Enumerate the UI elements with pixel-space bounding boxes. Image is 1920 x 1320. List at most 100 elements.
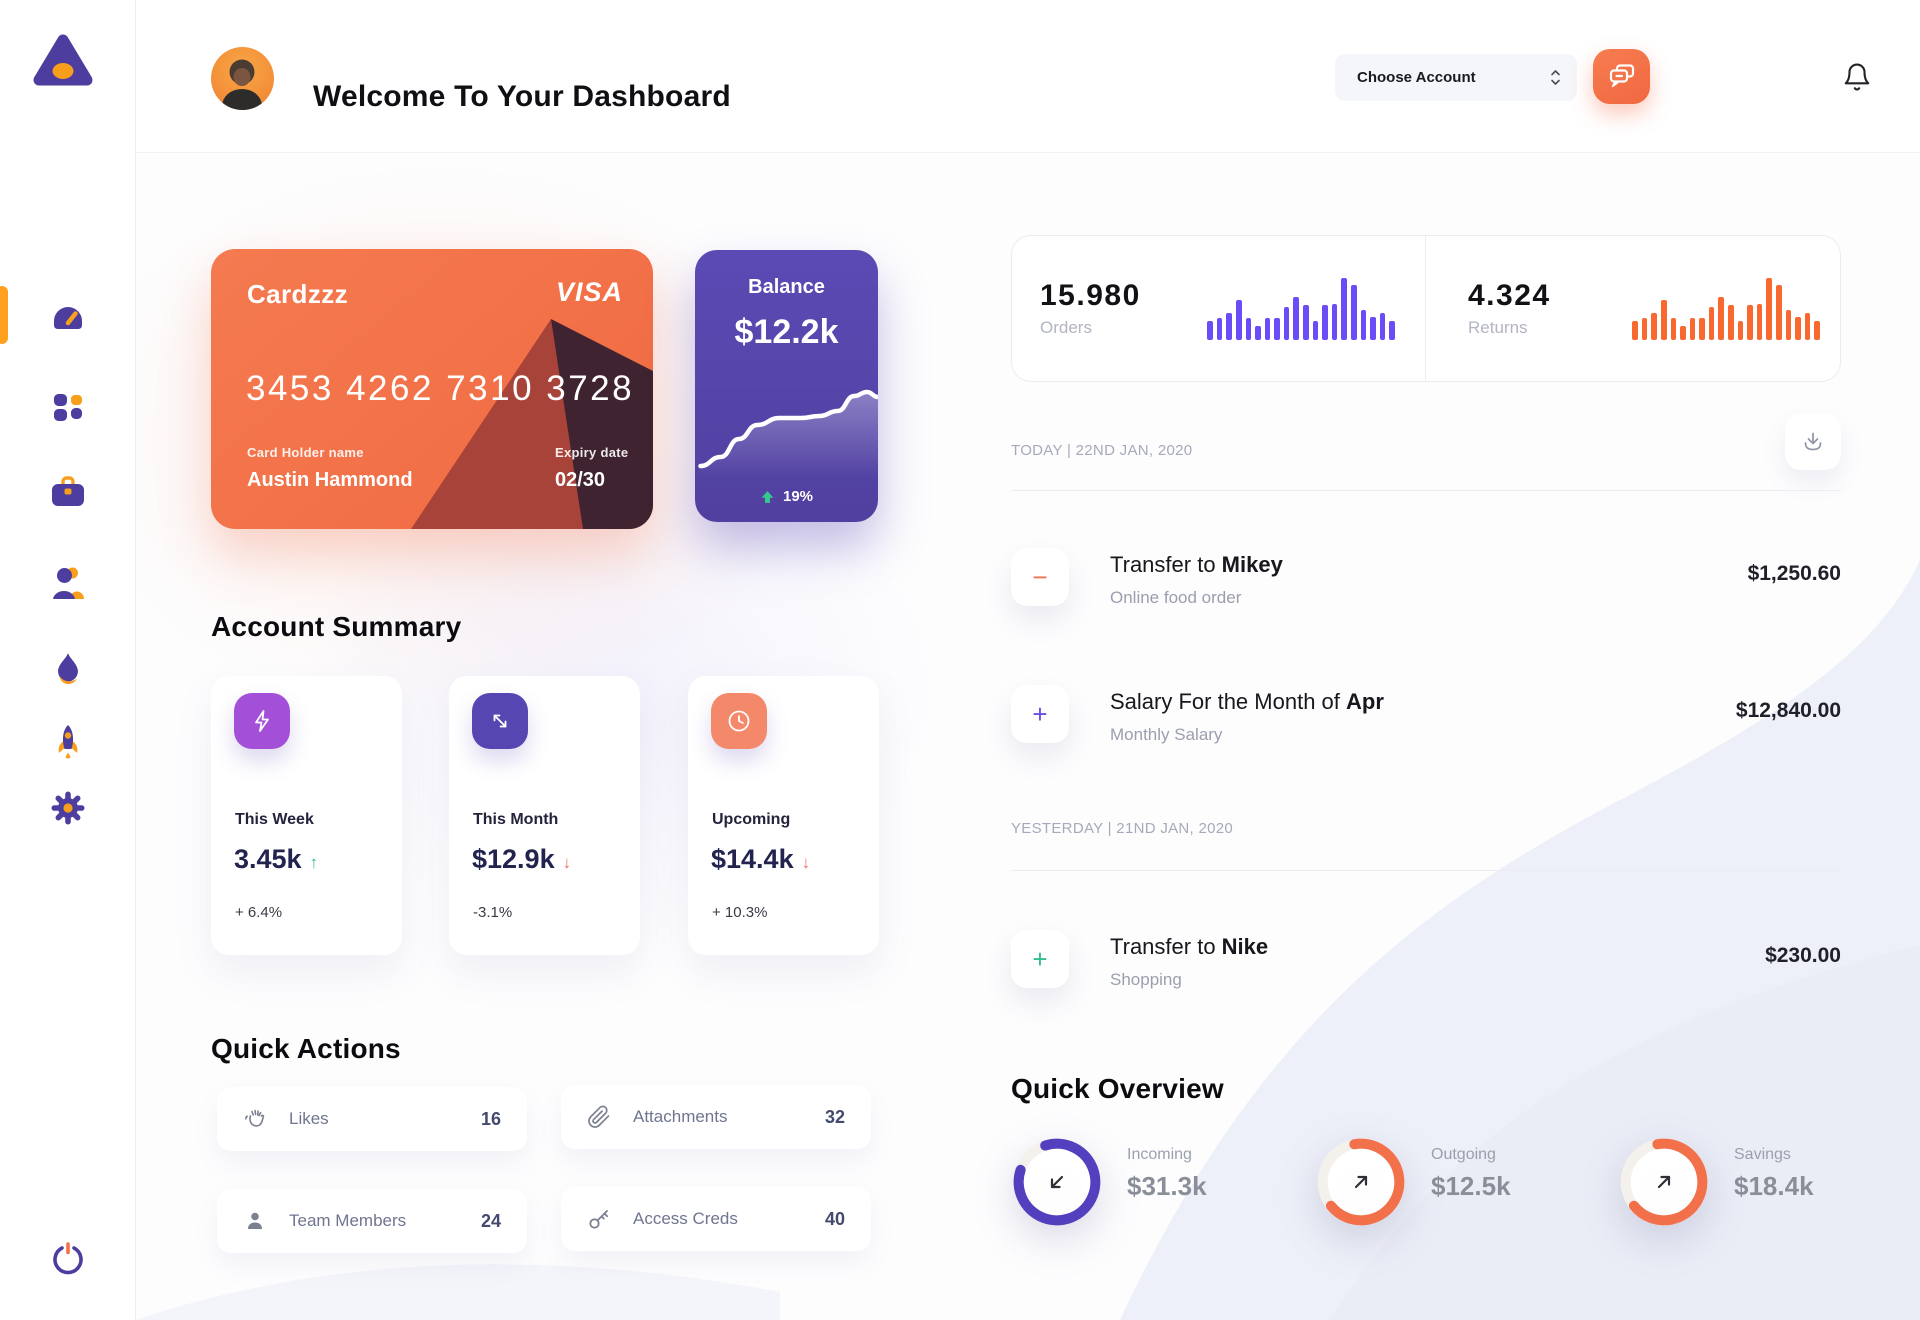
- user-avatar[interactable]: [211, 47, 274, 110]
- sidebar-item-contacts[interactable]: [46, 560, 90, 604]
- speedometer-icon: [54, 307, 82, 329]
- summary-label: This Week: [235, 811, 314, 828]
- summary-percent: + 10.3%: [712, 904, 768, 921]
- overview-value: $18.4k: [1734, 1171, 1814, 1201]
- quick-action-likes[interactable]: Likes 16: [217, 1087, 527, 1151]
- summary-icon-tile: [711, 693, 767, 749]
- diagonal-arrows-icon: [493, 714, 507, 728]
- sidebar-item-work[interactable]: [46, 470, 90, 514]
- transaction-amount: $230.00: [1765, 944, 1841, 967]
- sidebar-item-dashboard[interactable]: [46, 294, 90, 338]
- quick-actions-title: Quick Actions: [211, 1033, 401, 1065]
- quick-action-access-creds[interactable]: Access Creds 40: [561, 1187, 871, 1251]
- gear-icon: [51, 791, 85, 825]
- overview-value: $31.3k: [1127, 1171, 1207, 1201]
- incoming-ring-chart: [1011, 1136, 1103, 1228]
- minus-icon: −: [1011, 548, 1069, 606]
- transaction-row-salary[interactable]: + Salary For the Month of Apr Monthly Sa…: [1011, 685, 1841, 747]
- lightning-icon: [255, 710, 269, 732]
- summary-card-this-month[interactable]: This Month $12.9k ↓ -3.1%: [449, 676, 640, 955]
- overview-outgoing: Outgoing $12.5k: [1315, 1136, 1511, 1228]
- messages-button[interactable]: [1593, 49, 1650, 104]
- summary-percent: + 6.4%: [235, 904, 283, 921]
- avatar-image: [222, 59, 262, 110]
- card-pyramid-decor: [411, 319, 653, 529]
- balance-change: 19%: [695, 488, 878, 505]
- transaction-title: Transfer to Nike: [1110, 934, 1269, 959]
- key-icon: [589, 1210, 609, 1229]
- quick-action-team-members[interactable]: Team Members 24: [217, 1189, 527, 1253]
- download-icon: [1804, 432, 1822, 451]
- notifications-button[interactable]: [1839, 59, 1875, 95]
- transaction-subtitle: Online food order: [1110, 588, 1242, 607]
- transaction-row-nike[interactable]: + Transfer to Nike Shopping $230.00: [1011, 930, 1841, 992]
- quick-action-count: 24: [480, 1210, 501, 1231]
- sidebar-item-activity[interactable]: [46, 647, 90, 691]
- sidebar-item-settings[interactable]: [46, 786, 90, 830]
- sidebar-item-apps[interactable]: [46, 385, 90, 429]
- savings-ring-chart: [1618, 1136, 1710, 1228]
- power-icon: [53, 1242, 83, 1275]
- account-select[interactable]: Choose Account: [1335, 54, 1577, 101]
- summary-percent: -3.1%: [473, 904, 513, 921]
- quick-action-count: 32: [824, 1106, 845, 1127]
- user-icon: [53, 567, 84, 599]
- credit-card[interactable]: Cardzzz VISA 3453 4262 7310 3728 Card Ho…: [211, 249, 653, 529]
- quick-action-attachments[interactable]: Attachments 32: [561, 1085, 871, 1149]
- card-expiry-date: 02/30: [555, 469, 606, 491]
- card-expiry-label: Expiry date: [555, 445, 629, 460]
- logout-button[interactable]: [46, 1236, 90, 1280]
- chat-bubbles-icon: [1609, 64, 1634, 88]
- card-holder-label: Card Holder name: [247, 445, 364, 460]
- summary-icon-tile: [472, 693, 528, 749]
- account-summary-title: Account Summary: [211, 611, 462, 643]
- transaction-amount: $1,250.60: [1747, 562, 1841, 585]
- page-title: Welcome To Your Dashboard: [313, 80, 731, 114]
- returns-value: 4.324: [1468, 279, 1551, 312]
- transaction-row-mikey[interactable]: − Transfer to Mikey Online food order $1…: [1011, 548, 1841, 610]
- orders-bar-chart: [1207, 277, 1395, 340]
- outgoing-ring-chart: [1315, 1136, 1407, 1228]
- clock-icon: [728, 710, 750, 732]
- transaction-amount: $12,840.00: [1735, 699, 1841, 722]
- overview-savings: Savings $18.4k: [1618, 1136, 1814, 1228]
- arrow-up-right-icon: [1346, 1167, 1376, 1197]
- bell-icon: [1844, 63, 1870, 91]
- summary-card-this-week[interactable]: This Week 3.45k ↑ + 6.4%: [211, 676, 402, 955]
- summary-label: Upcoming: [712, 811, 791, 828]
- date-group-today: TODAY | 22ND JAN, 2020: [1011, 442, 1193, 459]
- orders-label: Orders: [1040, 318, 1092, 337]
- sidebar-item-launch[interactable]: [46, 720, 90, 764]
- transaction-title: Transfer to Mikey: [1110, 552, 1283, 577]
- returns-stat: 4.324 Returns: [1426, 236, 1840, 381]
- card-name: Cardzzz: [247, 279, 349, 309]
- balance-value: $12.2k: [734, 313, 839, 351]
- returns-label: Returns: [1468, 318, 1528, 337]
- quick-overview-title: Quick Overview: [1011, 1073, 1224, 1105]
- summary-label: This Month: [473, 811, 559, 828]
- arrow-down-left-icon: [1042, 1167, 1072, 1197]
- summary-icon-tile: [234, 693, 290, 749]
- orders-value: 15.980: [1040, 279, 1141, 312]
- quick-action-count: 16: [480, 1108, 501, 1129]
- trend-down-icon: ↓: [801, 853, 811, 872]
- transaction-title: Salary For the Month of Apr: [1110, 689, 1384, 714]
- quick-action-label: Likes: [289, 1109, 329, 1128]
- paperclip-icon: [588, 1105, 610, 1128]
- quick-action-label: Access Creds: [633, 1209, 738, 1228]
- app-logo[interactable]: [31, 32, 95, 90]
- plus-icon: +: [1011, 930, 1069, 988]
- balance-sparkline-line: [698, 389, 878, 469]
- flame-icon: [58, 653, 78, 685]
- download-button[interactable]: [1785, 414, 1841, 470]
- quick-action-label: Attachments: [633, 1107, 728, 1126]
- card-number: 3453 4262 7310 3728: [246, 369, 635, 408]
- balance-card[interactable]: Balance $12.2k 19%: [695, 250, 878, 522]
- transaction-subtitle: Shopping: [1110, 970, 1182, 989]
- header: Welcome To Your Dashboard Choose Account: [135, 0, 1920, 153]
- summary-card-upcoming[interactable]: Upcoming $14.4k ↓ + 10.3%: [688, 676, 879, 955]
- account-select-label: Choose Account: [1357, 69, 1476, 86]
- select-chevrons-icon: [1551, 70, 1560, 85]
- balance-title: Balance: [748, 276, 825, 298]
